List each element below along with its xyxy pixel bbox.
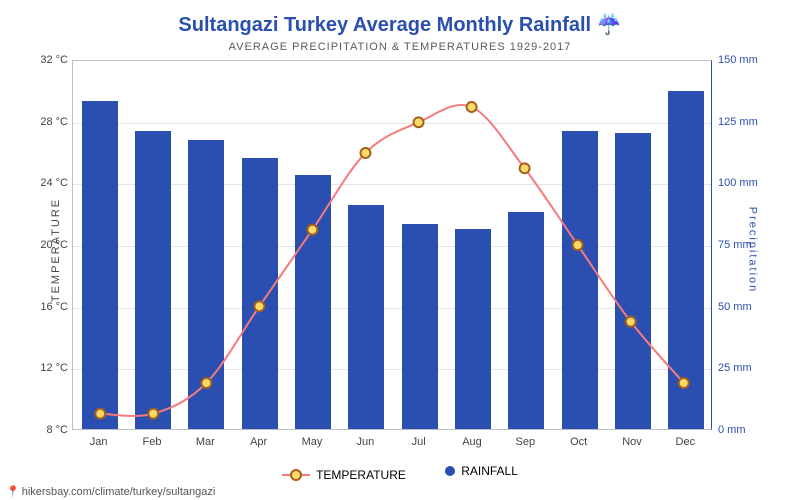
y-right-tick: 0 mm [718,424,746,436]
line-marker [414,117,424,127]
y-right-tick: 150 mm [718,54,758,66]
x-tick: Dec [676,436,696,448]
page-title: Sultangazi Turkey Average Monthly Rainfa… [0,0,800,37]
line-marker [679,378,689,388]
line-marker [95,409,105,419]
x-tick: Jan [90,436,108,448]
pin-icon: 📍 [6,486,20,498]
x-tick: Sep [516,436,536,448]
y-right-tick: 125 mm [718,116,758,128]
x-tick: Apr [250,436,267,448]
legend-rainfall: RAINFALL [445,464,518,478]
line-marker [573,240,583,250]
y-left-tick: 32 °C [38,54,68,66]
line-marker [307,225,317,235]
line-marker [148,409,158,419]
line-marker [467,102,477,112]
chart-container: Sultangazi Turkey Average Monthly Rainfa… [0,0,800,500]
y-left-tick: 28 °C [38,116,68,128]
line-marker-icon [282,474,310,476]
plot-area [72,60,712,430]
y-left-tick: 20 °C [38,239,68,251]
y-right-tick: 75 mm [718,239,752,251]
y-left-tick: 12 °C [38,362,68,374]
y-right-tick: 50 mm [718,301,752,313]
legend-temperature: TEMPERATURE [282,468,406,482]
temperature-line [100,105,683,416]
legend-temperature-label: TEMPERATURE [316,468,406,482]
line-marker [201,378,211,388]
x-tick: Mar [196,436,215,448]
x-tick: Jul [412,436,426,448]
y-right-tick: 100 mm [718,177,758,189]
x-tick: Aug [462,436,482,448]
x-tick: Oct [570,436,587,448]
page-subtitle: AVERAGE PRECIPITATION & TEMPERATURES 192… [0,37,800,53]
x-tick: Jun [356,436,374,448]
y-left-tick: 16 °C [38,301,68,313]
bar-swatch-icon [445,466,455,476]
line-marker [361,148,371,158]
y-left-tick: 24 °C [38,177,68,189]
line-marker [520,163,530,173]
y-left-tick: 8 °C [38,424,68,436]
line-marker [626,317,636,327]
legend-rainfall-label: RAINFALL [461,464,518,478]
x-tick: Feb [143,436,162,448]
line-marker [254,301,264,311]
x-tick: Nov [622,436,642,448]
source-footer: 📍hikersbay.com/climate/turkey/sultangazi [6,485,215,498]
y-right-tick: 25 mm [718,362,752,374]
x-tick: May [302,436,323,448]
line-overlay [73,61,711,429]
legend: TEMPERATURE RAINFALL [0,464,800,482]
source-url: hikersbay.com/climate/turkey/sultangazi [22,486,216,498]
